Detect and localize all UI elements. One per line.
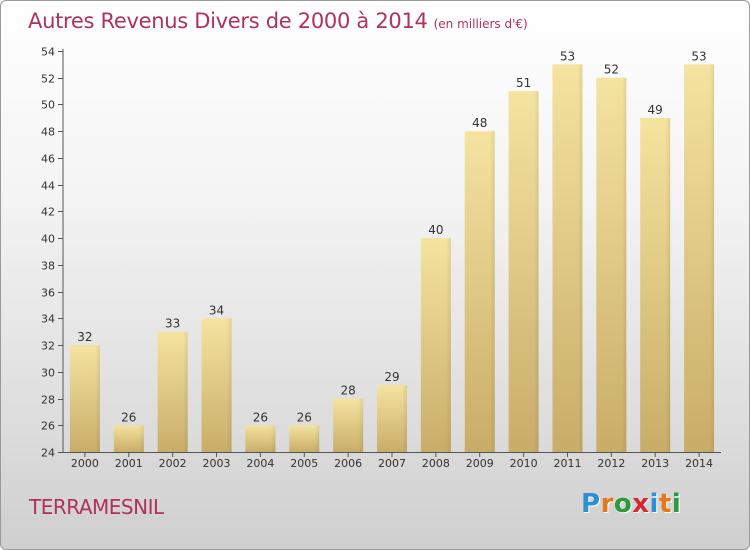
bar-value-label: 26 [253,410,268,424]
x-tick-label: 2004 [246,457,274,470]
bar-group: 52 [596,63,627,452]
x-tick-label: 2005 [290,457,318,470]
bar-value-label: 51 [516,76,531,90]
bar-shade [201,318,232,452]
x-tick-label: 2006 [334,457,362,470]
bar-value-label: 34 [209,303,224,317]
x-tick-label: 2002 [159,457,187,470]
y-tick-label: 44 [41,180,55,193]
bar-group: 26 [289,410,320,452]
bar-value-label: 29 [384,370,399,384]
x-tick-label: 2011 [553,457,581,470]
bar-group: 34 [201,303,232,452]
y-tick-label: 38 [41,260,55,273]
bar-group: 26 [113,410,144,452]
y-tick-label: 26 [41,420,55,433]
bar-shade [157,331,188,452]
x-tick-label: 2013 [641,457,669,470]
bar-value-label: 48 [472,116,487,130]
bar-shade [289,425,320,452]
x-tick-label: 2001 [115,457,143,470]
y-tick-label: 34 [41,313,55,326]
y-tick-label: 42 [41,206,55,219]
bar-value-label: 32 [77,330,92,344]
y-tick-label: 46 [41,153,55,166]
bar-shade [245,425,276,452]
x-tick-label: 2008 [422,457,450,470]
bar-shade [596,77,627,452]
chart-title: Autres Revenus Divers de 2000 à 2014 (en … [28,9,528,33]
bar-group: 29 [377,370,407,452]
y-tick-label: 54 [41,46,55,59]
bar-shade [333,398,364,452]
x-tick-label: 2000 [71,457,99,470]
logo-letter: o [613,489,633,519]
bar-group: 32 [69,330,100,452]
place-name: TERRAMESNIL [29,495,164,519]
x-tick-label: 2007 [378,457,406,470]
bars: 32 26 33 34 26 26 28 29 40 48 51 53 52 49 53 [69,49,715,452]
bar-shade [684,64,715,452]
bar-value-label: 49 [648,103,663,117]
bar-value-label: 28 [340,384,355,398]
chart-title-text: Autres Revenus Divers de 2000 à 2014 [28,9,428,33]
bar-group: 51 [508,76,539,452]
x-tick-label: 2010 [510,457,538,470]
bar-group: 53 [552,49,583,452]
bar-value-label: 53 [691,49,706,63]
y-tick-label: 32 [41,340,55,353]
bar-group: 49 [640,103,671,452]
logo-letter: i [649,489,659,519]
x-axis: 2000 2001 2002 2003 2004 2005 2006 2007 2008 2009… [63,452,721,470]
bar-group: 53 [684,49,715,452]
logo-letter: t [658,489,672,519]
y-tick-label: 52 [41,73,55,86]
logo-letter: i [671,489,682,519]
bar-shade [464,131,495,452]
bar-group: 33 [157,317,188,452]
bar-value-label: 26 [121,410,136,424]
x-tick-label: 2003 [203,457,231,470]
proxiti-logo: Proxiti [581,489,681,519]
x-tick-label: 2009 [466,457,494,470]
bar-shade [508,91,539,452]
bar-value-label: 53 [560,49,575,63]
bar-shade [69,345,100,452]
unit-label: (en milliers d'€) [433,17,528,31]
y-tick-label: 28 [41,394,55,407]
bar-shade [113,425,144,452]
x-tick-label: 2012 [597,457,625,470]
y-tick-label: 36 [41,287,55,300]
logo-letter: x [632,489,650,519]
x-tick-label: 2014 [685,457,713,470]
bar-group: 28 [333,384,364,452]
bar-shade [377,385,407,452]
y-tick-label: 30 [41,367,55,380]
logo-letter: r [600,489,614,519]
bar-group: 48 [464,116,495,452]
y-tick-label: 48 [41,126,55,139]
bar-shade [552,64,583,452]
bar-shade [420,238,451,452]
y-tick-label: 50 [41,99,55,112]
y-tick-label: 24 [41,447,55,460]
bar-value-label: 52 [604,63,619,77]
bar-value-label: 40 [428,223,443,237]
bar-group: 40 [420,223,451,452]
bar-group: 26 [245,410,276,452]
bar-shade [640,117,671,452]
bar-value-label: 33 [165,317,180,331]
logo-letter: P [581,489,601,519]
bar-value-label: 26 [297,410,312,424]
y-axis: 24 26 28 30 32 34 36 38 40 42 44 46 48 50 52 54 [41,46,64,460]
y-tick-label: 40 [41,233,55,246]
